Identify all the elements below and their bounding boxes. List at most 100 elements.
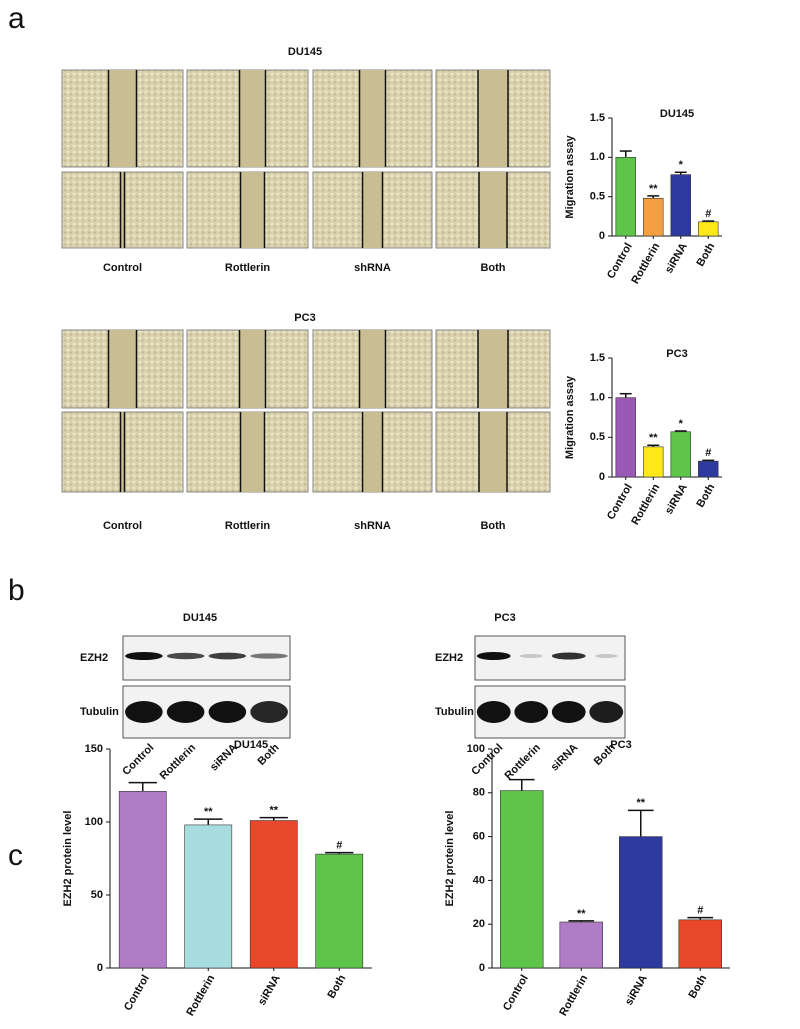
- x-tick-label: siRNA: [663, 241, 690, 276]
- y-tick-label: 60: [473, 831, 485, 843]
- significance: **: [649, 183, 658, 195]
- blot-row-label: EZH2: [80, 652, 108, 664]
- y-tick-label: 1.5: [590, 352, 605, 364]
- y-axis-label: EZH2 protein level: [62, 811, 74, 907]
- x-tick-label: Control: [605, 482, 635, 522]
- y-tick-label: 0: [479, 962, 485, 974]
- chart-title: PC3: [666, 348, 687, 360]
- bar: [670, 174, 691, 237]
- wound-label: Both: [480, 262, 505, 274]
- wound-label: Control: [103, 262, 142, 274]
- wound-gap: [239, 330, 266, 408]
- wound-gap: [240, 172, 265, 248]
- significance: #: [336, 840, 342, 852]
- significance: **: [204, 806, 213, 818]
- wound-gap: [362, 412, 383, 492]
- lane-label: Rottlerin: [158, 742, 199, 783]
- wound-label: shRNA: [354, 262, 391, 274]
- y-tick-label: 80: [473, 787, 485, 799]
- band: [125, 701, 163, 723]
- band: [551, 652, 586, 660]
- x-tick-label: Control: [122, 973, 152, 1013]
- x-tick-label: siRNA: [256, 973, 283, 1008]
- wound-gap: [108, 330, 137, 408]
- y-tick-label: 40: [473, 874, 485, 886]
- wound-gap: [108, 70, 137, 167]
- bar: [615, 157, 636, 237]
- bar: [670, 431, 691, 478]
- chart-title: PC3: [610, 739, 631, 751]
- y-tick-label: 0.5: [590, 191, 605, 203]
- bar: [315, 853, 364, 969]
- band: [250, 653, 288, 659]
- y-axis-label: Migration assay: [564, 135, 576, 219]
- x-tick-label: Both: [686, 973, 709, 1001]
- x-tick-label: Control: [501, 973, 531, 1013]
- y-tick-label: 1.5: [590, 112, 605, 124]
- bar: [249, 820, 298, 969]
- wound-label: Rottlerin: [225, 520, 271, 532]
- significance: **: [636, 797, 645, 809]
- band: [551, 701, 586, 723]
- significance: **: [649, 432, 658, 444]
- x-tick-label: Rottlerin: [184, 973, 217, 1018]
- significance: #: [697, 905, 703, 917]
- band: [166, 701, 205, 723]
- bar: [559, 921, 603, 969]
- bar: [643, 446, 664, 478]
- wound-gap: [479, 412, 507, 492]
- panel-label: c: [8, 839, 23, 872]
- y-tick-label: 100: [85, 816, 103, 828]
- blot-row-label: Tubulin: [80, 706, 119, 718]
- band: [520, 654, 543, 658]
- x-tick-label: siRNA: [623, 973, 650, 1008]
- band: [514, 701, 549, 723]
- wound-label: shRNA: [354, 520, 391, 532]
- wound-gap: [359, 330, 386, 408]
- y-axis-label: EZH2 protein level: [444, 811, 456, 907]
- lane-label: Rottlerin: [502, 742, 543, 783]
- band: [166, 652, 205, 660]
- wound-gap: [478, 330, 508, 408]
- significance: *: [679, 159, 684, 171]
- wound-label: Control: [103, 520, 142, 532]
- band: [208, 652, 247, 660]
- bar: [500, 790, 544, 969]
- bar: [615, 397, 636, 478]
- significance: #: [705, 208, 711, 220]
- significance: #: [705, 447, 711, 459]
- wound-gap: [362, 172, 383, 248]
- bar: [184, 824, 233, 969]
- x-tick-label: Both: [694, 241, 717, 269]
- bar: [643, 197, 664, 237]
- y-axis-label: Migration assay: [564, 375, 576, 459]
- bar: [678, 919, 722, 969]
- band: [476, 652, 511, 660]
- wound-gap: [120, 412, 125, 492]
- y-tick-label: 1.0: [590, 151, 605, 163]
- y-tick-label: 20: [473, 918, 485, 930]
- blot-row-label: Tubulin: [435, 706, 474, 718]
- y-tick-label: 0: [599, 471, 605, 483]
- bar: [698, 460, 719, 478]
- wound-gap: [120, 172, 125, 248]
- wound-label: Both: [480, 520, 505, 532]
- x-tick-label: Both: [694, 482, 717, 510]
- wound-title: DU145: [288, 46, 322, 58]
- band: [595, 654, 618, 658]
- x-tick-label: Both: [325, 973, 348, 1001]
- wound-gap: [478, 70, 508, 167]
- x-tick-label: Rottlerin: [557, 973, 590, 1018]
- significance: *: [679, 418, 684, 430]
- significance: **: [269, 805, 278, 817]
- wound-label: Rottlerin: [225, 262, 271, 274]
- y-tick-label: 50: [91, 889, 103, 901]
- panel-label: b: [8, 574, 25, 607]
- y-tick-label: 0.5: [590, 431, 605, 443]
- y-tick-label: 150: [85, 743, 103, 755]
- wound-gap: [240, 412, 265, 492]
- blot-title: PC3: [494, 612, 515, 624]
- band: [208, 701, 247, 723]
- bar: [698, 221, 719, 237]
